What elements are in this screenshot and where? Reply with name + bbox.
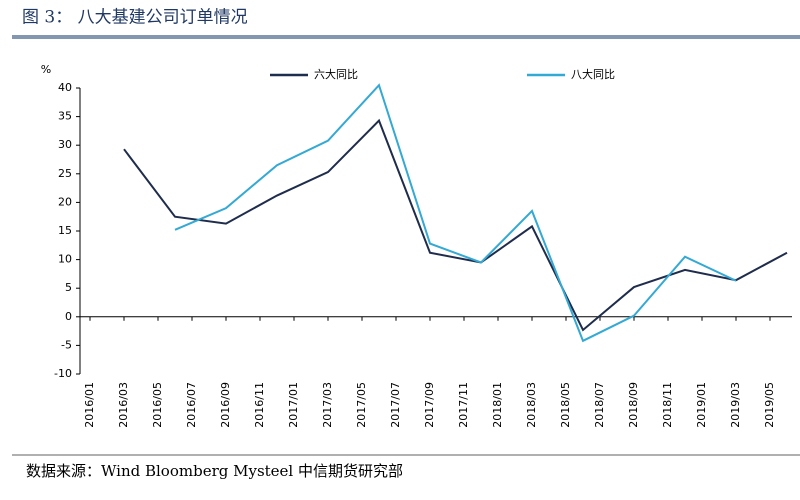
x-tick-label: 2019/05 — [763, 382, 776, 428]
x-tick-label: 2018/05 — [559, 382, 572, 428]
x-tick-label: 2016/07 — [185, 382, 198, 428]
source-note: 数据来源：Wind Bloomberg Mysteel 中信期货研究部 — [26, 462, 403, 480]
x-tick-label: 2016/11 — [253, 382, 266, 428]
y-tick-label: 25 — [58, 167, 72, 180]
title-rule — [12, 35, 800, 39]
x-tick-label: 2017/03 — [321, 382, 334, 428]
x-tick-label: 2016/05 — [151, 382, 164, 428]
legend-label: 六大同比 — [314, 67, 358, 81]
footer-rule — [12, 454, 800, 456]
y-tick-label: 10 — [58, 253, 72, 266]
y-axis-label: % — [41, 63, 51, 76]
y-tick-label: 5 — [65, 281, 72, 294]
y-tick-label: 40 — [58, 81, 72, 94]
x-tick-label: 2017/05 — [355, 382, 368, 428]
x-tick-label: 2019/01 — [695, 382, 708, 428]
y-tick-label: -10 — [54, 367, 72, 380]
y-tick-label: 20 — [58, 195, 72, 208]
x-tick-label: 2018/11 — [661, 382, 674, 428]
x-tick-label: 2016/03 — [117, 382, 130, 428]
x-tick-label: 2018/07 — [593, 382, 606, 428]
series-line — [123, 118, 788, 332]
x-tick-label: 2018/09 — [627, 382, 640, 428]
x-tick-label: 2017/11 — [457, 382, 470, 428]
x-tick-label: 2016/01 — [83, 382, 96, 428]
x-tick-label: 2019/03 — [729, 382, 742, 428]
x-tick-label: 2016/09 — [219, 382, 232, 428]
y-tick-label: 35 — [58, 110, 72, 123]
series-line — [174, 83, 737, 343]
y-tick-label: 15 — [58, 224, 72, 237]
y-tick-label: 30 — [58, 138, 72, 151]
x-tick-label: 2018/03 — [525, 382, 538, 428]
y-tick-label: 0 — [65, 310, 72, 323]
x-tick-label: 2017/01 — [287, 382, 300, 428]
x-tick-label: 2017/07 — [389, 382, 402, 428]
legend-label: 八大同比 — [571, 67, 615, 81]
x-tick-label: 2017/09 — [423, 382, 436, 428]
chart-title: 图 3： 八大基建公司订单情况 — [22, 8, 248, 28]
y-tick-label: -5 — [61, 338, 72, 351]
x-tick-label: 2018/01 — [491, 382, 504, 428]
